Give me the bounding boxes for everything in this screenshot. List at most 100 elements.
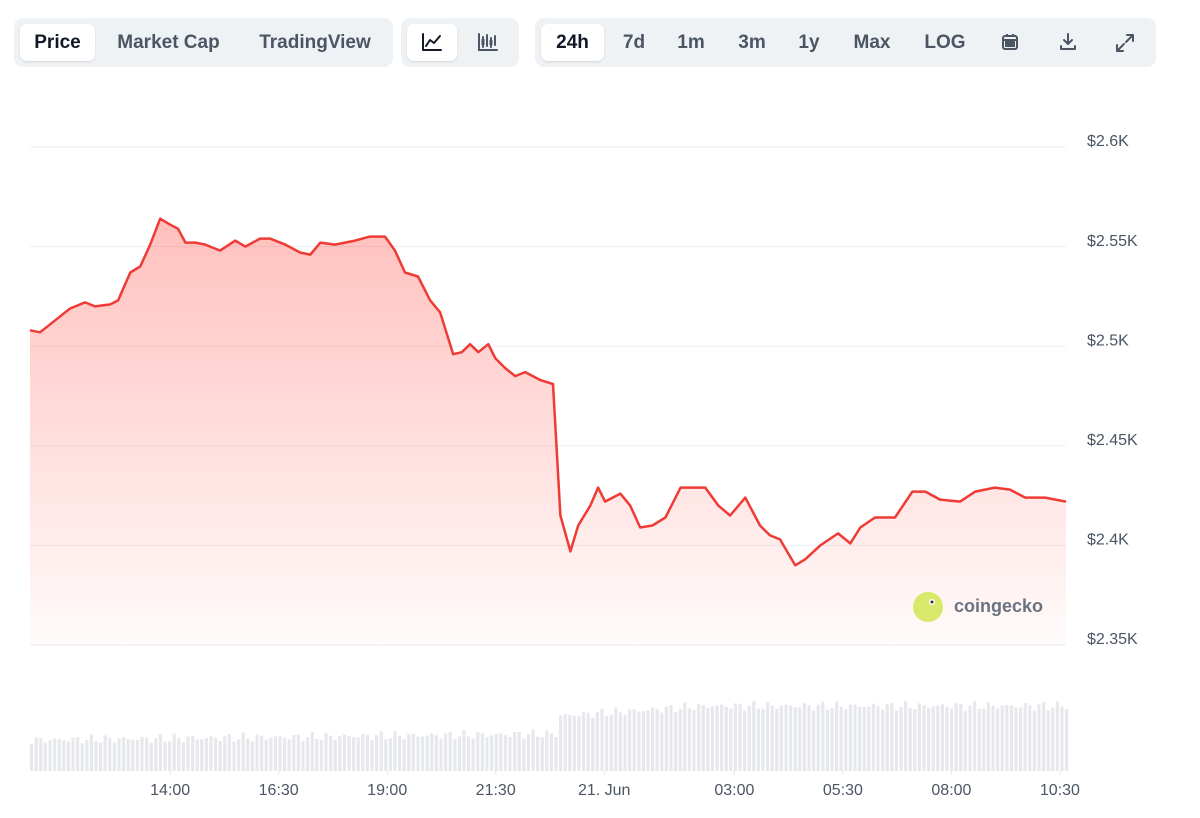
volume-bar bbox=[430, 733, 434, 771]
volume-bar bbox=[743, 710, 747, 771]
volume-bar bbox=[848, 704, 852, 771]
view-button[interactable]: TradingView bbox=[259, 32, 371, 53]
y-tick-label: $2.55K bbox=[1087, 233, 1138, 250]
volume-bar bbox=[255, 734, 259, 771]
volume-bar bbox=[273, 736, 277, 771]
volume-bar bbox=[439, 738, 443, 771]
volume-bar bbox=[384, 739, 388, 771]
candle-chart-button[interactable] bbox=[463, 24, 513, 61]
volume-bar bbox=[145, 737, 149, 771]
fullscreen-button[interactable] bbox=[1097, 24, 1152, 61]
view-button[interactable]: Market Cap bbox=[117, 32, 220, 53]
watermark-logo-pupil bbox=[930, 600, 934, 604]
volume-bar bbox=[393, 731, 397, 771]
volume-bar bbox=[724, 706, 728, 771]
volume-bar bbox=[1055, 701, 1059, 771]
view-button[interactable]: Price bbox=[20, 24, 95, 61]
volume-bar bbox=[204, 737, 208, 771]
volume-bar bbox=[319, 740, 323, 771]
volume-bar bbox=[637, 711, 641, 771]
volume-bar bbox=[122, 737, 126, 771]
volume-bar bbox=[112, 742, 116, 771]
range-button[interactable]: 3m bbox=[738, 32, 766, 53]
volume-bar bbox=[844, 709, 848, 771]
view-switcher: Price Market Cap TradingView bbox=[14, 18, 393, 67]
volume-bar bbox=[554, 736, 558, 771]
range-button[interactable]: 24h bbox=[541, 24, 604, 61]
volume-bar bbox=[329, 735, 333, 771]
volume-bar bbox=[830, 707, 834, 771]
volume-bar bbox=[269, 737, 273, 771]
range-button[interactable]: LOG bbox=[924, 32, 966, 53]
volume-bar bbox=[1014, 707, 1018, 771]
volume-bar bbox=[871, 703, 875, 771]
volume-bar bbox=[365, 734, 369, 771]
volume-bar bbox=[720, 704, 724, 771]
x-tick-label: 21. Jun bbox=[578, 782, 630, 799]
volume-bar bbox=[641, 711, 645, 771]
volume-bar bbox=[126, 739, 130, 771]
volume-bar bbox=[853, 704, 857, 771]
volume-bar bbox=[982, 708, 986, 771]
volume-bar bbox=[936, 705, 940, 771]
volume-bar bbox=[568, 714, 572, 771]
volume-bar bbox=[177, 738, 181, 771]
volume-bar bbox=[200, 738, 204, 771]
volume-bar bbox=[959, 703, 963, 771]
y-tick-label: $2.45K bbox=[1087, 432, 1138, 449]
volume-bar bbox=[779, 705, 783, 771]
volume-bar bbox=[890, 702, 894, 771]
volume-bar bbox=[195, 739, 199, 771]
volume-bar bbox=[315, 739, 319, 771]
volume-bar bbox=[802, 703, 806, 771]
volume-bar bbox=[572, 715, 576, 771]
volume-bar bbox=[191, 736, 195, 771]
volume-bar bbox=[209, 736, 213, 771]
volume-bar bbox=[738, 703, 742, 771]
volume-bar bbox=[628, 709, 632, 771]
volume-bar bbox=[559, 715, 563, 771]
volume-bar bbox=[1023, 703, 1027, 771]
x-tick-label: 19:00 bbox=[367, 782, 407, 799]
volume-bar bbox=[798, 707, 802, 771]
volume-bar bbox=[388, 738, 392, 771]
volume-bar bbox=[747, 705, 751, 771]
volume-bar bbox=[421, 736, 425, 771]
range-button[interactable]: Max bbox=[853, 32, 891, 53]
volume-bar bbox=[821, 701, 825, 771]
volume-bar bbox=[462, 730, 466, 771]
volume-bar bbox=[34, 737, 38, 771]
x-tick-label: 10:30 bbox=[1040, 782, 1080, 799]
volume-bar bbox=[536, 736, 540, 771]
volume-bar bbox=[485, 736, 489, 771]
volume-bar bbox=[39, 737, 43, 771]
download-button[interactable] bbox=[1040, 24, 1096, 61]
range-button[interactable]: 7d bbox=[622, 32, 646, 53]
volume-bar bbox=[260, 735, 264, 771]
volume-bar bbox=[503, 735, 507, 771]
volume-bar bbox=[858, 706, 862, 771]
volume-bar bbox=[1019, 707, 1023, 771]
volume-bar bbox=[108, 737, 112, 771]
volume-bar bbox=[1032, 710, 1036, 771]
range-button[interactable]: 1m bbox=[677, 32, 705, 53]
x-tick-label: 03:00 bbox=[714, 782, 754, 799]
range-button[interactable]: 1y bbox=[798, 32, 820, 53]
volume-bar bbox=[172, 733, 176, 771]
volume-bar bbox=[563, 714, 567, 771]
volume-bar bbox=[881, 709, 885, 771]
y-tick-label: $2.5K bbox=[1087, 332, 1129, 349]
calendar-button[interactable] bbox=[982, 24, 1038, 61]
volume-bar bbox=[480, 733, 484, 771]
line-chart-button[interactable] bbox=[407, 24, 457, 61]
watermark-logo bbox=[913, 592, 943, 622]
volume-bar bbox=[577, 715, 581, 771]
volume-bar bbox=[683, 702, 687, 771]
volume-bar bbox=[793, 707, 797, 771]
volume-bar bbox=[301, 741, 305, 771]
volume-bar bbox=[729, 708, 733, 771]
volume-bar bbox=[356, 737, 360, 771]
volume-bar bbox=[669, 705, 673, 771]
volume-bar bbox=[582, 711, 586, 771]
